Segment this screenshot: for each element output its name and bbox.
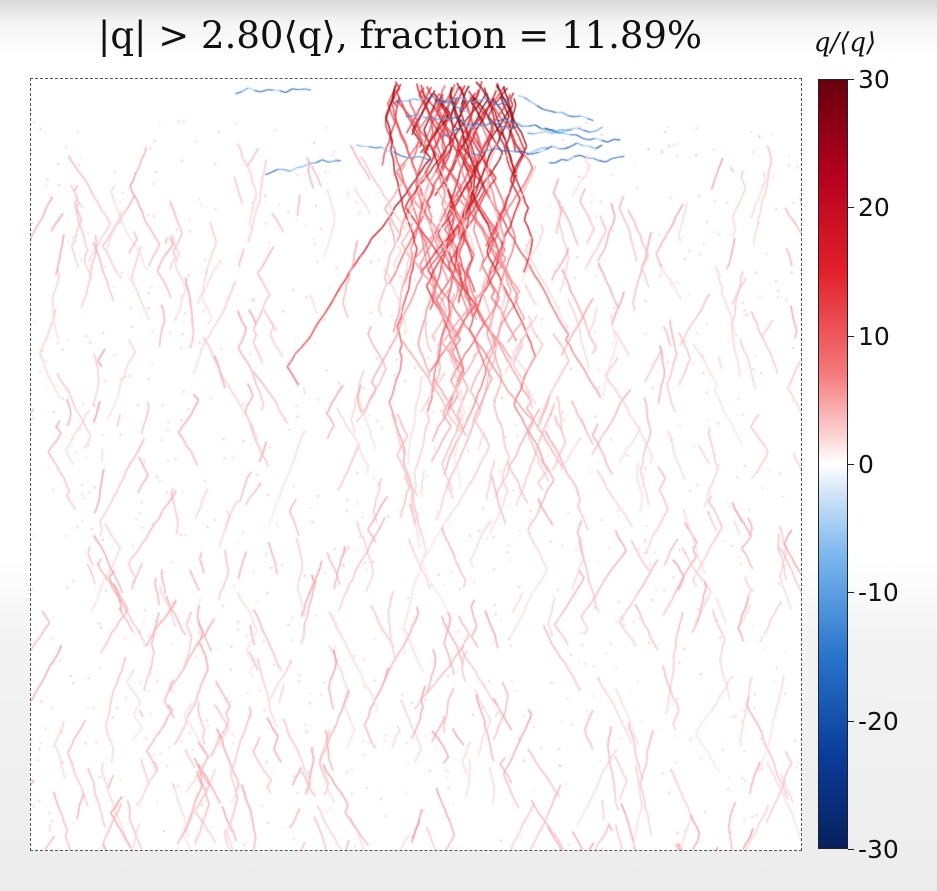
chart-title: |q| > 2.80⟨q⟩, fraction = 11.89% [97, 14, 703, 57]
colorbar-tick [848, 207, 854, 209]
colorbar-tick [848, 79, 854, 80]
heatmap-plot-area [30, 78, 802, 851]
colorbar-tick-label: 30 [858, 65, 890, 94]
colorbar-tick [848, 464, 854, 465]
colorbar-tick-label: 0 [858, 450, 874, 479]
colorbar-tick [848, 592, 854, 594]
colorbar-tick [848, 849, 854, 850]
colorbar-tick [848, 720, 854, 722]
colorbar-title: q/⟨q⟩ [813, 28, 877, 58]
colorbar-tick-label: -20 [858, 706, 899, 736]
colorbar-tick-label: 10 [858, 321, 890, 351]
colorbar-tick-label: -10 [858, 578, 899, 608]
colorbar-tick [848, 335, 854, 337]
colorbar-tick-label: -30 [858, 835, 899, 864]
colorbar-tick-label: 20 [858, 193, 890, 223]
colorbar [818, 79, 848, 849]
force-chain-heatmap [31, 79, 801, 850]
